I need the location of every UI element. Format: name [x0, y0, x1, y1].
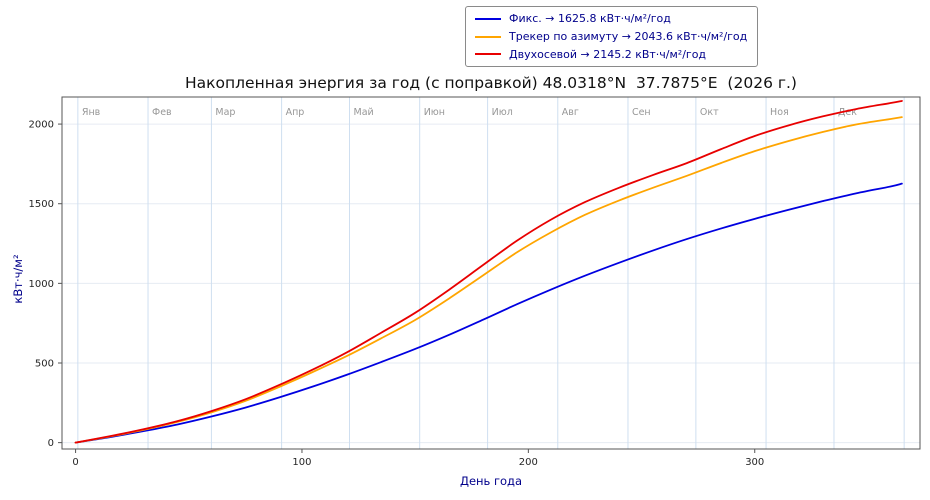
legend-line-swatch: [475, 53, 501, 56]
svg-text:Янв: Янв: [82, 107, 101, 118]
svg-text:Фев: Фев: [152, 107, 172, 118]
svg-text:1500: 1500: [29, 199, 54, 210]
legend-item: Двухосевой → 2145.2 кВт·ч/м²/год: [475, 48, 747, 62]
svg-text:Окт: Окт: [700, 107, 719, 118]
svg-text:1000: 1000: [29, 279, 54, 290]
y-axis-label: кВт·ч/м²: [11, 254, 25, 304]
legend-line-swatch: [475, 17, 501, 20]
chart-title: Накопленная энергия за год (с поправкой)…: [185, 74, 797, 92]
legend-line-swatch: [475, 35, 501, 38]
svg-text:Дек: Дек: [838, 107, 857, 118]
legend-label: Двухосевой → 2145.2 кВт·ч/м²/год: [509, 47, 707, 61]
x-axis-label: День года: [459, 474, 523, 488]
svg-text:0: 0: [72, 457, 78, 468]
svg-text:2000: 2000: [29, 120, 54, 131]
svg-text:200: 200: [519, 457, 538, 468]
svg-text:500: 500: [35, 358, 54, 369]
legend-label: Фикс. → 1625.8 кВт·ч/м²/год: [509, 12, 671, 25]
legend-item: Фикс. → 1625.8 кВт·ч/м²/год: [475, 12, 747, 26]
svg-text:Апр: Апр: [286, 107, 305, 118]
svg-text:Май: Май: [354, 107, 374, 118]
svg-text:Июн: Июн: [424, 107, 445, 118]
svg-text:Сен: Сен: [632, 107, 651, 118]
svg-text:0: 0: [48, 438, 54, 449]
svg-text:Ноя: Ноя: [770, 107, 789, 118]
chart-legend: Фикс. → 1625.8 кВт·ч/м²/год Трекер по аз…: [465, 6, 759, 68]
svg-text:Авг: Авг: [562, 107, 579, 118]
svg-text:300: 300: [745, 457, 764, 468]
svg-text:100: 100: [292, 457, 311, 468]
legend-item: Трекер по азимуту → 2043.6 кВт·ч/м²/год: [475, 30, 747, 44]
legend-label: Трекер по азимуту → 2043.6 кВт·ч/м²/год: [509, 29, 748, 43]
svg-text:Мар: Мар: [215, 107, 235, 118]
svg-text:Июл: Июл: [492, 107, 513, 118]
